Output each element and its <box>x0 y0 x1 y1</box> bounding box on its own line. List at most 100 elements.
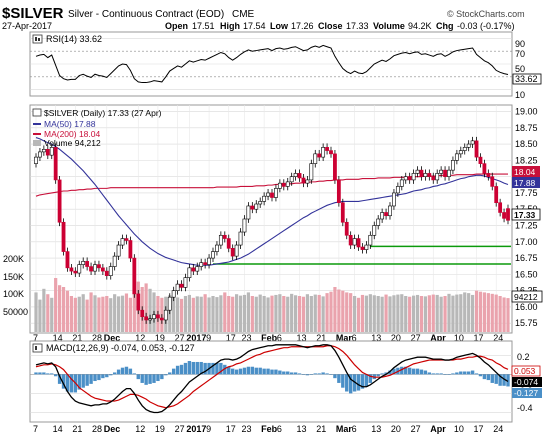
volume-bar <box>77 296 81 332</box>
volume-bar <box>223 292 227 332</box>
signal-tag-box <box>511 365 541 377</box>
candle-body <box>384 212 388 217</box>
x-label-bottom: 24 <box>493 424 503 434</box>
candle-body <box>203 262 208 265</box>
high-label: High <box>220 21 240 31</box>
x-label-top: 14 <box>53 333 63 343</box>
price-tick: 17.00 <box>515 237 538 247</box>
volume-bar <box>148 288 152 332</box>
support-lines <box>213 245 511 265</box>
volume-bar <box>227 296 231 332</box>
candle-body <box>226 238 231 249</box>
candle-body <box>61 221 66 252</box>
macd-hist-bar <box>258 367 262 375</box>
volume-bar <box>313 294 317 332</box>
macd-legend: MACD(12,26,9) -0.074, 0.053, -0.127 <box>46 343 195 353</box>
volume-bar <box>46 294 50 332</box>
volume-bar <box>203 294 207 332</box>
chart-date: 27-Apr-2017 <box>2 21 52 31</box>
macd-hist-bar <box>423 370 428 375</box>
candle-body <box>148 318 152 321</box>
candle-body <box>317 153 322 158</box>
x-label-top: 17 <box>226 333 236 343</box>
macd-hist-bar <box>211 362 215 375</box>
macd-hist-bar <box>156 374 160 382</box>
candle-body <box>159 317 164 321</box>
candle-body <box>69 267 74 272</box>
candle-body <box>49 147 54 156</box>
candle-body <box>482 163 487 174</box>
candle-body <box>140 309 145 318</box>
volume-legend: Volume 94,212 <box>44 138 101 148</box>
candle-body <box>403 176 408 181</box>
macd-hist-bar <box>435 373 439 375</box>
x-label-bottom: 6 <box>352 424 357 434</box>
candle-body <box>120 238 125 246</box>
stockcharts-watermark: © StockCharts.com <box>447 9 525 19</box>
x-label-bottom: 17 <box>226 424 236 434</box>
x-label-bottom: Dec <box>104 424 121 434</box>
candle-body <box>270 192 274 198</box>
x-label-bottom: 21 <box>316 424 326 434</box>
candle-body <box>38 151 42 158</box>
volume-bar <box>270 295 274 332</box>
macd-hist-bar <box>490 374 494 383</box>
volume-bar <box>105 296 109 332</box>
candle-body <box>242 218 247 233</box>
price-right-tags: 18.04 17.88 17.33 94212 <box>511 166 543 303</box>
volume-bar <box>81 294 85 332</box>
x-label-bottom: 20 <box>391 424 401 434</box>
candle-body <box>211 251 215 259</box>
macd-tag-box <box>512 377 542 387</box>
macd-hist-bar <box>85 374 89 386</box>
macd-hist-bar <box>57 374 62 384</box>
volume-bar <box>235 294 239 332</box>
macd-hist-bar <box>352 374 357 392</box>
volume-bar <box>97 297 101 332</box>
macd-hist-bar <box>451 373 455 375</box>
candle-body <box>65 251 70 269</box>
volume-bar <box>179 298 184 332</box>
volume-bar <box>471 294 475 332</box>
macd-hist-bar <box>65 374 70 392</box>
x-label-top: Mar <box>336 333 353 343</box>
volume-bar <box>211 296 215 332</box>
volume-bar <box>451 295 455 332</box>
candle-body <box>395 186 400 194</box>
contract-description: Silver - Continuous Contract (EOD) <box>68 9 224 20</box>
volume-bar <box>478 291 483 332</box>
macd-right-tags: 0.053 -0.074 -0.127 <box>511 365 542 398</box>
price-tick: 16.50 <box>515 269 538 279</box>
volume-bar <box>506 298 510 332</box>
rsi-y-axis: 90 70 50 30 10 <box>515 39 525 100</box>
macd-hist-bar <box>415 368 420 375</box>
candle-body <box>372 225 377 236</box>
candle-body <box>336 179 341 204</box>
x-label-bottom: 27 <box>175 424 185 434</box>
macd-hist-bar <box>474 373 479 375</box>
candle-body <box>478 156 483 164</box>
volume-bar <box>132 292 136 332</box>
candle-body <box>258 201 263 205</box>
macd-hist-bar <box>101 374 105 379</box>
volume-bar <box>353 296 357 332</box>
macd-hist-bar <box>348 374 353 394</box>
volume-bar <box>187 294 191 332</box>
macd-hist-bar <box>443 374 447 375</box>
ma50-tag: 17.88 <box>514 178 536 188</box>
candle-body <box>254 203 259 210</box>
volume-bars <box>34 278 510 332</box>
candle-body <box>376 218 381 226</box>
macd-hist-bar <box>112 372 117 375</box>
volume-bar <box>73 297 77 332</box>
candle-body <box>266 192 270 197</box>
x-label-top: 13 <box>371 333 381 343</box>
macd-hist-bar <box>368 374 373 383</box>
x-label-top: 7 <box>33 333 38 343</box>
candle-body <box>187 267 192 278</box>
x-label-bottom: 28 <box>92 424 102 434</box>
macd-hist-bar <box>148 374 152 384</box>
macd-hist-bar <box>38 372 42 375</box>
signal-tag: 0.053 <box>514 366 536 376</box>
candle-body <box>156 314 160 319</box>
